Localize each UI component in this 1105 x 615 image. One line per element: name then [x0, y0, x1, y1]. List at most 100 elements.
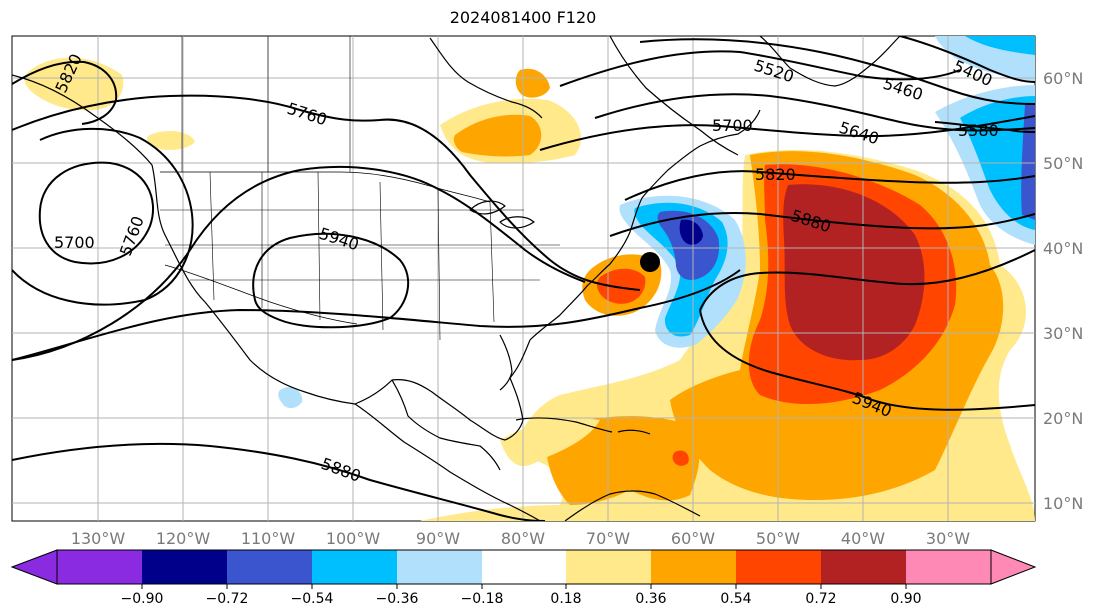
colorbar-label-4: −0.36: [376, 591, 419, 607]
colorbar-bin-2: [142, 550, 227, 584]
colorbar-label-2: −0.72: [206, 591, 249, 607]
negative-anomaly-atlantic-royal: [657, 210, 720, 280]
map-title: 2024081400 F120: [449, 8, 597, 27]
latitude-axis: 60°N 50°N 40°N 30°N 20°N 10°N: [1043, 69, 1083, 513]
lon-tick-40w: 40°W: [841, 529, 885, 548]
coastlines-and-borders: [12, 36, 901, 521]
longitude-axis: 130°W 120°W 110°W 100°W 90°W 80°W 70°W 6…: [71, 529, 970, 548]
cuba: [515, 417, 613, 433]
lat-tick-60n: 60°N: [1043, 69, 1083, 88]
colorbar-bin-11: [906, 550, 991, 584]
negative-anomaly-top-right-blue: [965, 36, 1035, 55]
negative-anomaly-atlantic-navy: [679, 219, 703, 245]
contour-5880-east: [609, 211, 1035, 237]
contour-5820-main: [12, 165, 586, 361]
contour-5880-main: [12, 442, 546, 521]
contour-5940-east: [699, 249, 1035, 411]
state-line-c: [317, 171, 321, 321]
lat-tick-20n: 20°N: [1043, 409, 1083, 428]
contour-label-5700-east: 5700: [712, 116, 753, 135]
anomaly-shading: [24, 36, 1035, 521]
lon-tick-70w: 70°W: [586, 529, 630, 548]
colorbar-label-1: −0.90: [121, 591, 164, 607]
colorbar-label-5: −0.18: [461, 591, 504, 607]
map-panel: [11, 35, 1036, 522]
contour-label-5700-low: 5700: [54, 233, 95, 252]
colorbar-min-arrow: [10, 549, 58, 585]
contour-5700-low: [38, 161, 155, 265]
contour-5940-high: [252, 232, 410, 329]
state-line-a: [209, 171, 215, 301]
contour-label-5580: 5580: [958, 121, 999, 140]
positive-anomaly-bermuda-red: [596, 268, 646, 304]
great-lakes-2: [499, 216, 535, 229]
central-america: [354, 403, 541, 521]
lon-tick-30w: 30°W: [926, 529, 970, 548]
positive-anomaly-caribbean-light: [500, 418, 600, 466]
colorbar-bin-6: [482, 550, 566, 584]
contour-5460: [639, 38, 1035, 105]
positive-anomaly-canada-small: [515, 68, 550, 98]
colorbar-bin-4: [312, 550, 397, 584]
positive-anomaly-alaska: [24, 57, 124, 111]
colorbar-label-7: 0.36: [635, 591, 666, 607]
colorbar-max-arrow: [990, 549, 1037, 585]
lat-tick-10n: 10°N: [1043, 494, 1083, 513]
gulf-coast-lower: [391, 379, 501, 471]
positive-anomaly-carib-dot: [672, 450, 689, 466]
contour-5940-south: [12, 269, 741, 361]
state-line-e: [437, 189, 441, 341]
us-mexico-border: [164, 264, 358, 325]
lon-tick-90w: 90°W: [416, 529, 460, 548]
colorbar-label-9: 0.72: [805, 591, 836, 607]
lat-tick-50n: 50°N: [1043, 154, 1083, 173]
colorbar-bin-3: [227, 550, 312, 584]
hudson-bay-area: [429, 37, 543, 119]
lon-tick-50w: 50°W: [756, 529, 800, 548]
us-canada-border: [159, 171, 491, 203]
contour-label-5820-east: 5820: [755, 165, 796, 184]
south-america-north: [564, 490, 701, 521]
contour-5640: [594, 93, 1035, 132]
hispaniola: [617, 429, 651, 435]
lon-tick-120w: 120°W: [156, 529, 211, 548]
lat-tick-40n: 40°N: [1043, 239, 1083, 258]
colorbar-bin-9: [736, 550, 821, 584]
contour-5580: [934, 121, 1035, 133]
negative-anomaly-mexico: [278, 387, 303, 409]
storm-center-marker: [640, 252, 660, 272]
contour-5760-west: [12, 94, 641, 291]
contour-5400: [899, 36, 1035, 83]
colorbar-bin-5: [397, 550, 482, 584]
colorbar-label-6: 0.18: [550, 591, 581, 607]
height-contours: [12, 36, 1035, 521]
colorbar-label-10: 0.90: [890, 591, 921, 607]
colorbar-bin-8: [651, 550, 736, 584]
colorbar-ticks: [141, 584, 907, 589]
colorbar-bin-10: [821, 550, 906, 584]
positive-anomaly-darkred-main: [783, 184, 925, 361]
great-lakes: [469, 200, 506, 215]
positive-anomaly-caribbean: [545, 416, 700, 505]
contour-5700-east: [539, 115, 1035, 151]
colorbar-bin-7: [566, 550, 651, 584]
positive-anomaly-northeast-orange: [453, 114, 542, 157]
contour-5820-alaska: [12, 60, 118, 125]
colorbar-label-3: −0.54: [291, 591, 334, 607]
lon-tick-60w: 60°W: [671, 529, 715, 548]
contour-5520: [559, 50, 961, 87]
colorbar-frame: [56, 549, 992, 585]
colorbar-label-8: 0.54: [720, 591, 751, 607]
contour-5760-ring: [12, 127, 194, 306]
state-line-d: [379, 181, 384, 331]
lon-tick-80w: 80°W: [501, 529, 545, 548]
lat-tick-30n: 30°N: [1043, 324, 1083, 343]
lon-tick-110w: 110°W: [241, 529, 296, 548]
florida-peninsula: [499, 334, 513, 391]
contour-5820-east: [624, 170, 1035, 201]
lon-tick-100w: 100°W: [326, 529, 381, 548]
map-clipped-layer: [12, 36, 1035, 521]
colorbar-bin-1: [57, 550, 142, 584]
colorbar: −0.90 −0.72 −0.54 −0.36 −0.18 0.18 0.36 …: [10, 549, 1037, 607]
